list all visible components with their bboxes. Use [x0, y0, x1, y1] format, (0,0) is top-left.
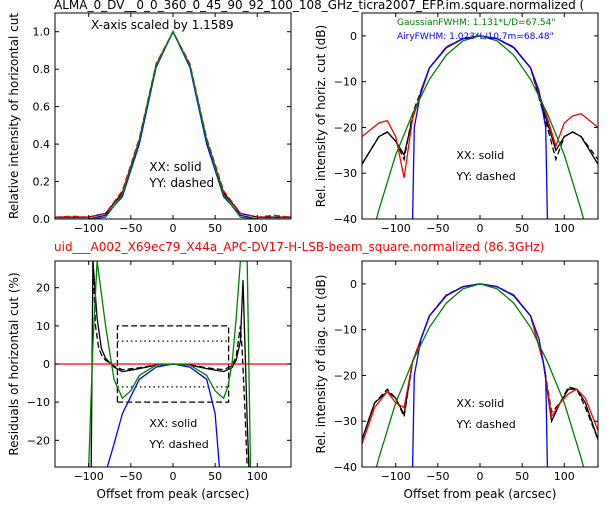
series-group — [362, 283, 598, 467]
x-tick-label: −50 — [426, 470, 449, 483]
figure-top-title: ALMA_0_DV__0_0_360_0_45_90_92_100_108_GH… — [54, 0, 584, 12]
series-line-2 — [362, 283, 598, 440]
x-tick-label: 50 — [515, 470, 529, 483]
y-tick-label: 0 — [43, 358, 50, 371]
xx-yy-note: XX: solid — [149, 417, 197, 430]
y-tick-label: −10 — [334, 324, 357, 337]
y-axis-label: Rel. intensity of diag. cut (dB) — [314, 275, 328, 454]
series-line-4 — [411, 35, 549, 219]
x-tick-label: −100 — [381, 470, 411, 483]
y-tick-label: 10 — [36, 320, 50, 333]
y-axis-label: Residuals of horizontal cut (%) — [7, 272, 21, 455]
x-tick-label: −100 — [381, 222, 411, 235]
series-group — [362, 35, 598, 219]
y-tick-label: −40 — [334, 213, 357, 226]
series-line-4 — [106, 363, 221, 467]
y-tick-label: −40 — [334, 461, 357, 474]
y-tick-label: 1.0 — [33, 26, 51, 39]
x-tick-label: −50 — [426, 222, 449, 235]
x-tick-label: 100 — [554, 470, 575, 483]
chart-annotation: X-axis scaled by 1.1589 — [91, 18, 234, 32]
x-axis-label: Offset from peak (arcsec) — [404, 487, 557, 501]
chart-panel-top-left: −100 −50 0 50 100 0.0 0.2 0.4 0.6 0.8 1.0 Relative … — [7, 12, 292, 235]
y-tick-label: −20 — [27, 434, 50, 447]
x-tick-label: 0 — [477, 222, 484, 235]
series-group — [55, 30, 291, 219]
xx-yy-note: XX: solid — [456, 149, 504, 162]
x-tick-label: −50 — [119, 222, 142, 235]
x-tick-label: −50 — [119, 470, 142, 483]
y-tick-label: 0.4 — [33, 138, 51, 151]
y-tick-label: −10 — [334, 76, 357, 89]
y-axis-label: Rel. intensity of horiz. cut (dB) — [314, 25, 328, 207]
series-line-4 — [55, 30, 291, 219]
x-tick-label: 0 — [477, 470, 484, 483]
series-line-5 — [375, 35, 585, 219]
xx-yy-note: YY: dashed — [455, 418, 515, 431]
panels-group: −100 −50 0 50 1000.00.20.40.60.81.0Relative … — [7, 12, 599, 501]
x-tick-label: 100 — [247, 470, 268, 483]
x-axis-label: Offset from peak (arcsec) — [97, 487, 250, 501]
series-line-2 — [362, 35, 598, 165]
series-line-5 — [375, 283, 585, 467]
legend-entry: GaussianFWHM: 1.131*L/D=67.54" — [397, 18, 555, 28]
x-tick-label: 50 — [515, 222, 529, 235]
series-line-5 — [88, 261, 252, 467]
y-tick-label: −30 — [334, 415, 357, 428]
y-tick-label: −20 — [334, 369, 357, 382]
plot-frame — [361, 260, 599, 468]
series-line-5 — [55, 30, 291, 219]
x-tick-label: 100 — [247, 222, 268, 235]
series-line-4 — [411, 283, 549, 467]
x-tick-label: −100 — [74, 222, 104, 235]
series-line-1 — [362, 283, 598, 440]
x-tick-label: 50 — [208, 470, 222, 483]
y-tick-label: 20 — [36, 282, 50, 295]
y-tick-label: −30 — [334, 167, 357, 180]
x-tick-label: 0 — [170, 470, 177, 483]
xx-yy-note: YY: dashed — [148, 438, 208, 451]
xx-yy-note: YY: dashed — [148, 176, 214, 190]
xx-yy-note: YY: dashed — [455, 170, 515, 183]
x-tick-label: 50 — [208, 222, 222, 235]
y-tick-label: −10 — [27, 396, 50, 409]
reference-line-1 — [116, 325, 230, 403]
series-group — [55, 261, 291, 467]
x-tick-label: −100 — [74, 470, 104, 483]
y-tick-label: 0.8 — [33, 63, 51, 76]
xx-yy-note: XX: solid — [456, 397, 504, 410]
y-tick-label: 0.2 — [33, 176, 51, 189]
xx-yy-note: XX: solid — [149, 160, 201, 174]
y-tick-label: −20 — [334, 121, 357, 134]
figure-mid-title: uid___A002_X69ec79_X44a_APC-DV17-H-LSB-b… — [54, 240, 544, 254]
x-tick-label: 0 — [170, 222, 177, 235]
y-tick-label: 0.6 — [33, 101, 51, 114]
y-tick-label: 0 — [350, 278, 357, 291]
y-tick-label: 0.0 — [33, 213, 51, 226]
y-axis-label: Relative intensity of horizontal cut — [7, 13, 21, 219]
plot-frame — [361, 12, 599, 220]
legend-entry: AiryFWHM: 1.023*L/10.7m=68.48" — [397, 32, 554, 42]
x-tick-label: 100 — [554, 222, 575, 235]
y-tick-label: 0 — [350, 30, 357, 43]
